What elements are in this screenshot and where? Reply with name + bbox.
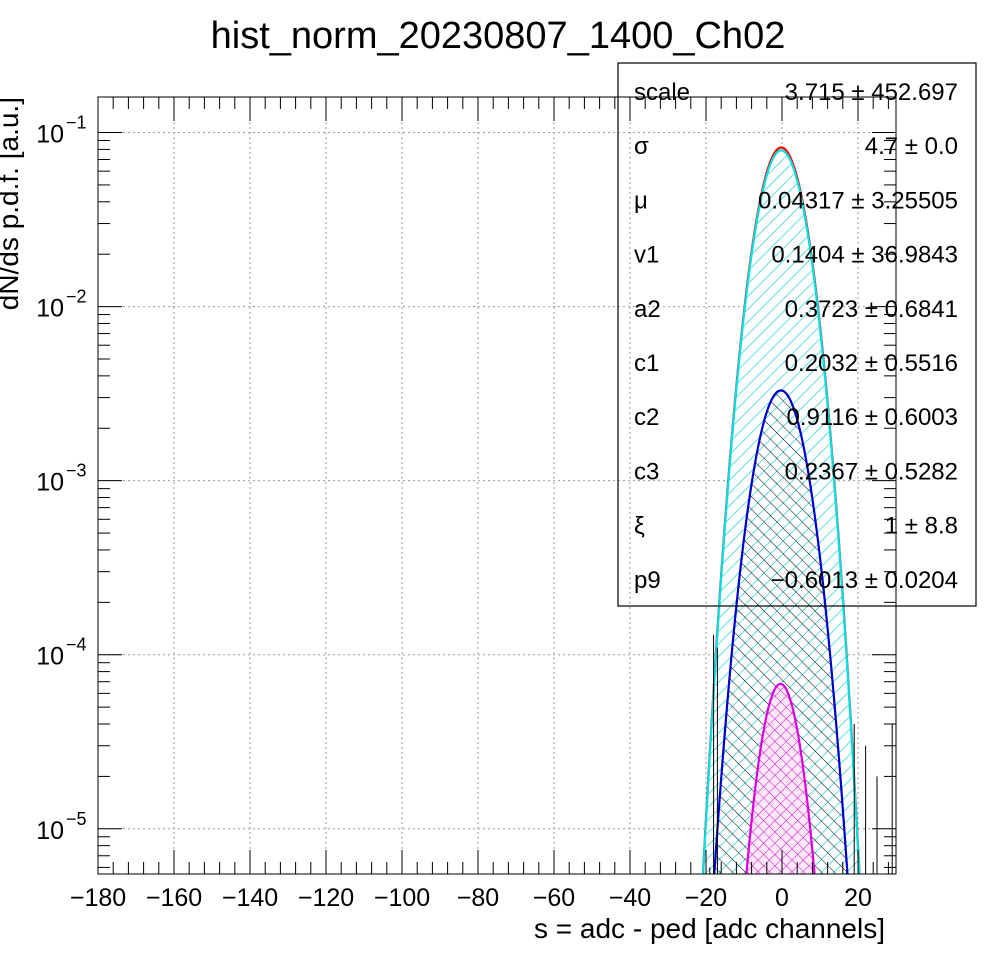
stat-name: ξ [634, 513, 645, 540]
y-tick-label: 10 [36, 121, 64, 149]
stats-box-frame [617, 62, 977, 607]
stat-name: c3 [634, 458, 659, 485]
curves [701, 146, 861, 874]
x-tick-label: −100 [374, 884, 430, 912]
stat-value: 0.1404 ± 36.9843 [771, 242, 958, 269]
stat-value: 0.04317 ± 3.25505 [758, 187, 958, 214]
stat-name: μ [634, 187, 648, 214]
x-tick-label: −20 [685, 884, 727, 912]
y-tick-exponent: −2 [66, 287, 87, 307]
y-tick-exponent: −1 [66, 113, 87, 133]
y-tick-labels: 10−110−210−310−410−5 [36, 113, 86, 845]
x-tick-label: 0 [775, 884, 789, 912]
stat-value: 0.2367 ± 0.5282 [785, 458, 958, 485]
fit-curve [701, 149, 861, 874]
stat-value: 0.9116 ± 0.6003 [786, 404, 958, 431]
y-axis-label: dN/ds p.d.f. [a.u.] [0, 97, 24, 310]
stat-value: 3.715 ± 452.697 [785, 79, 958, 106]
x-tick-label: −80 [457, 884, 499, 912]
y-tick-label: 10 [36, 469, 64, 497]
y-tick-exponent: −3 [66, 461, 87, 481]
chart-title: hist_norm_20230807_1400_Ch02 [211, 15, 786, 57]
stats-box: scale 3.715 ± 452.697 σ 4.7 ± 0.0 μ 0.04317 ±… [617, 62, 977, 607]
stat-name: c2 [634, 404, 659, 431]
axis-ticks [97, 97, 896, 874]
x-tick-label: −40 [609, 884, 651, 912]
curve-fill [714, 390, 848, 874]
x-tick-label: −60 [533, 884, 575, 912]
stat-name: σ [634, 133, 649, 160]
stat-name: c1 [634, 350, 659, 377]
x-tick-label: −180 [70, 884, 126, 912]
stat-value: 0.2032 ± 0.5516 [785, 350, 958, 377]
x-tick-label: −160 [146, 884, 202, 912]
y-tick-label: 10 [36, 643, 64, 671]
stat-value: 1 ± 8.8 [885, 513, 958, 540]
x-tick-label: −140 [222, 884, 278, 912]
x-tick-label: 20 [844, 884, 872, 912]
y-tick-label: 10 [36, 817, 64, 845]
stat-name: v1 [634, 242, 659, 269]
curve-fill [746, 683, 815, 874]
x-axis-label: s = adc - ped [adc channels] [534, 913, 885, 944]
error-bars [709, 634, 893, 874]
y-tick-label: 10 [36, 295, 64, 323]
stat-name: a2 [634, 296, 661, 323]
x-tick-label: −120 [298, 884, 354, 912]
stat-value: 4.7 ± 0.0 [865, 133, 958, 160]
stat-value: 0.3723 ± 0.6841 [785, 296, 958, 323]
plot-frame [97, 96, 897, 875]
fit-curve [745, 682, 816, 874]
stat-name: p9 [634, 567, 661, 594]
stat-name: scale [634, 79, 690, 106]
fit-curve [713, 389, 849, 874]
x-tick-labels: −180 −160 −140 −120 −100 −80 −60 −40 −20 0 20 [70, 884, 872, 912]
y-tick-exponent: −5 [66, 809, 87, 829]
stat-value: −0.6013 ± 0.0204 [771, 567, 958, 594]
y-tick-exponent: −4 [66, 635, 87, 655]
